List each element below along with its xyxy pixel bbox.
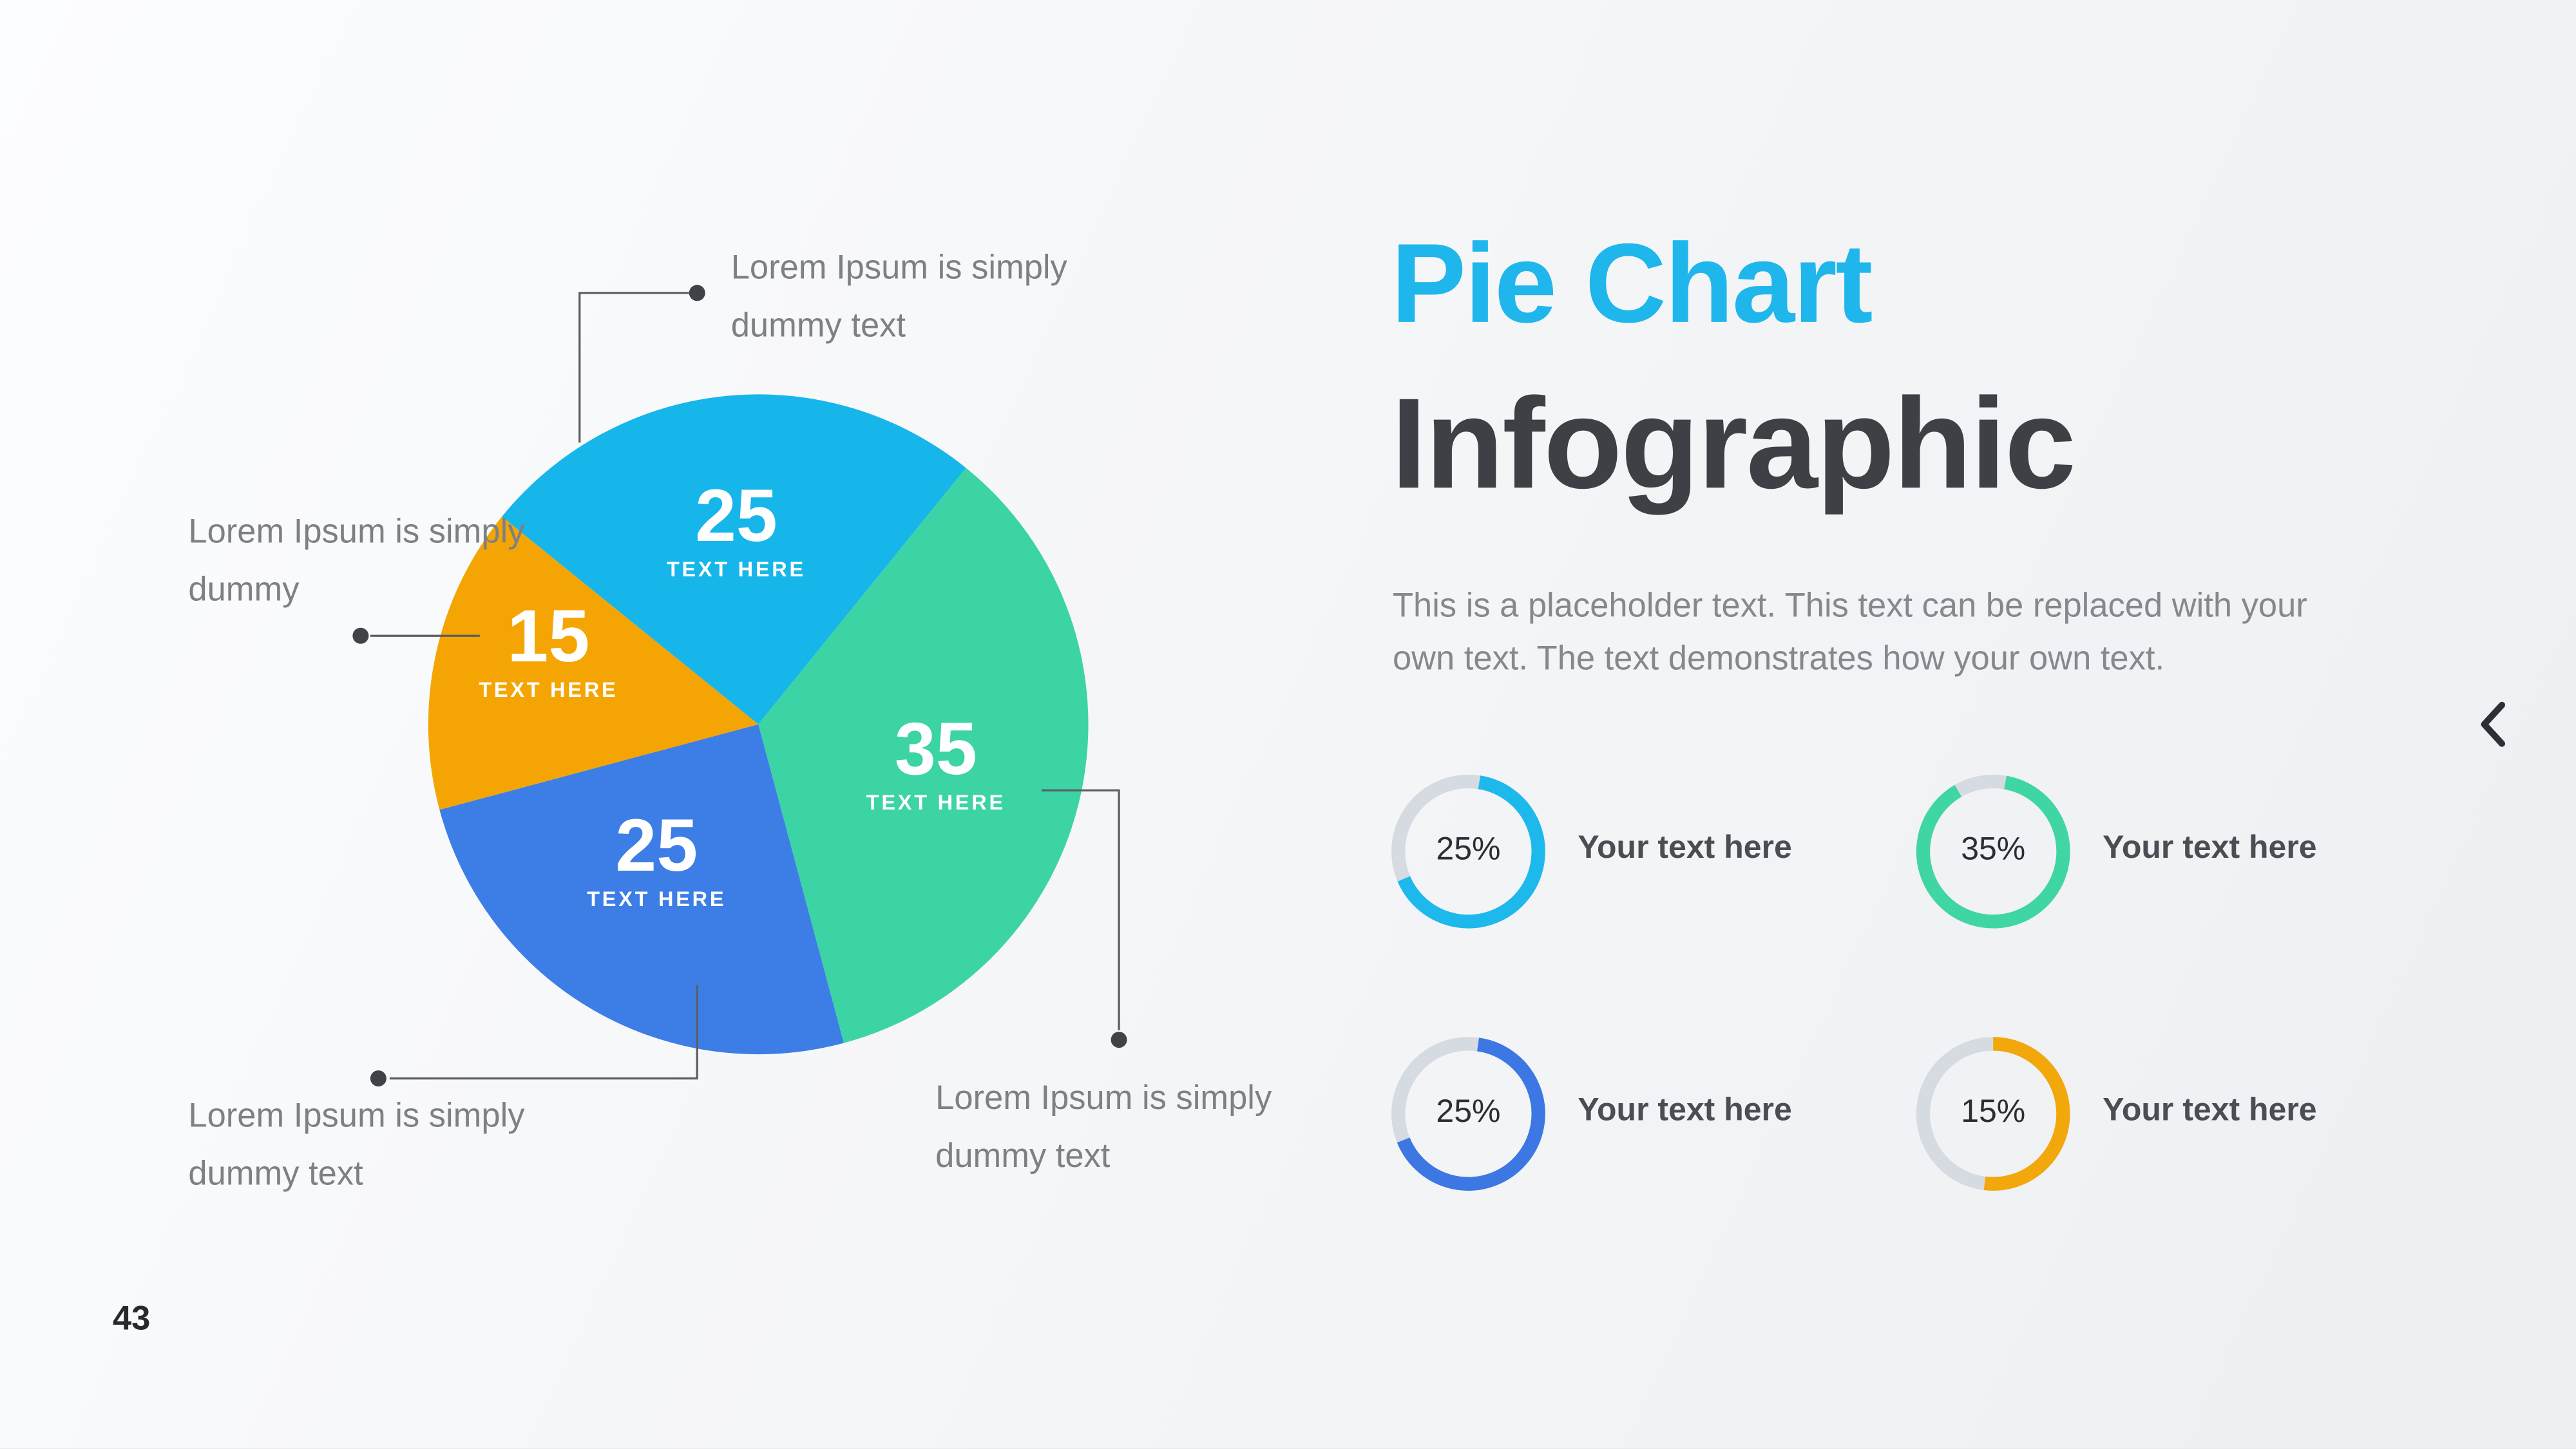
description-line1: This is a placeholder text. This text ca… xyxy=(1392,587,2307,625)
slide-title-dark: Infographic xyxy=(1391,372,2076,515)
callout-top: Lorem Ipsum is simply dummy text xyxy=(731,240,1067,355)
pie-slice-3 xyxy=(439,724,844,1055)
callout-dot-3 xyxy=(370,1070,386,1087)
gauge-ring-2-percent: 35% xyxy=(1961,832,2026,868)
callout-line-3 xyxy=(389,985,698,1080)
callout-left-line1: Lorem Ipsum is simply xyxy=(188,513,525,551)
pie-slice-value: 35 xyxy=(894,707,977,791)
gauge-ring-3: 25% xyxy=(1380,1025,1557,1202)
callout-left: Lorem Ipsum is simply dummy xyxy=(188,504,524,620)
pie-slice-value: 15 xyxy=(507,593,590,677)
callout-bottom-right-line2: dummy text xyxy=(935,1138,1111,1175)
gauge-ring-1-arc xyxy=(1391,774,1545,929)
gauge-ring-4-label: Your text here xyxy=(2103,1093,2317,1129)
gauge-ring-3-percent: 25% xyxy=(1436,1094,1501,1130)
description-line2: own text. The text demonstrates how your… xyxy=(1392,640,2165,678)
callout-bottom-right-line1: Lorem Ipsum is simply xyxy=(935,1080,1272,1117)
gauge-ring-value-arc xyxy=(1397,775,1545,929)
pie-slice-sublabel: TEXT HERE xyxy=(479,677,618,701)
pie-slice-sublabel: TEXT HERE xyxy=(666,556,806,581)
gauge-ring-value-arc xyxy=(1916,775,2070,929)
callout-bottom-left-line2: dummy text xyxy=(188,1155,363,1193)
pie-slice-1 xyxy=(502,394,966,724)
callout-top-line1: Lorem Ipsum is simply xyxy=(730,249,1067,287)
gauge-ring-3-arc xyxy=(1391,1037,1545,1191)
callout-bottom-left: Lorem Ipsum is simply dummy text xyxy=(188,1088,524,1204)
gauge-ring-4: 15% xyxy=(1905,1025,2082,1202)
callout-top-line2: dummy text xyxy=(730,307,906,345)
callout-line-4 xyxy=(1042,789,1120,1030)
callout-dot-2 xyxy=(352,627,369,644)
callout-left-line2: dummy xyxy=(188,571,300,609)
page-number: 43 xyxy=(112,1300,151,1338)
gauge-ring-2-arc xyxy=(1916,774,2070,929)
pie-slice-sublabel: TEXT HERE xyxy=(587,887,727,912)
gauge-ring-4-arc xyxy=(1916,1037,2070,1191)
pie-slice-2-label: 35 TEXT HERE xyxy=(866,709,1006,817)
gauge-ring-2-label: Your text here xyxy=(2103,830,2317,866)
pie-slice-value: 25 xyxy=(694,472,778,556)
gauge-ring-value-arc xyxy=(1397,1037,1545,1191)
slide-description: This is a placeholder text. This text ca… xyxy=(1393,580,2391,686)
callout-bottom-right: Lorem Ipsum is simply dummy text xyxy=(935,1070,1272,1186)
pie-slice-4 xyxy=(428,516,759,810)
pie-slice-1-label: 25 TEXT HERE xyxy=(667,474,806,582)
callout-dot-4 xyxy=(1111,1032,1127,1048)
pie-slice-sublabel: TEXT HERE xyxy=(866,791,1006,815)
gauge-ring-2: 35% xyxy=(1905,763,2082,940)
gauge-ring-1-percent: 25% xyxy=(1436,832,1501,868)
pie-slice-2 xyxy=(758,468,1089,1043)
gauge-ring-value-arc xyxy=(1983,1037,2070,1191)
pie-slice-4-label: 15 TEXT HERE xyxy=(479,595,618,703)
pie-slice-value: 25 xyxy=(615,803,698,887)
callout-bottom-left-line1: Lorem Ipsum is simply xyxy=(188,1097,525,1135)
gauge-ring-3-label: Your text here xyxy=(1578,1093,1792,1129)
chevron-left-icon[interactable] xyxy=(2475,692,2514,757)
callout-dot-1 xyxy=(689,285,705,301)
gauge-ring-1-label: Your text here xyxy=(1578,830,1792,866)
slide-title-accent: Pie Chart xyxy=(1391,220,1873,346)
gauge-ring-1: 25% xyxy=(1380,763,1557,940)
pie-slice-3-label: 25 TEXT HERE xyxy=(587,805,726,913)
gauge-ring-4-percent: 15% xyxy=(1961,1094,2026,1130)
callout-line-1 xyxy=(578,292,689,443)
